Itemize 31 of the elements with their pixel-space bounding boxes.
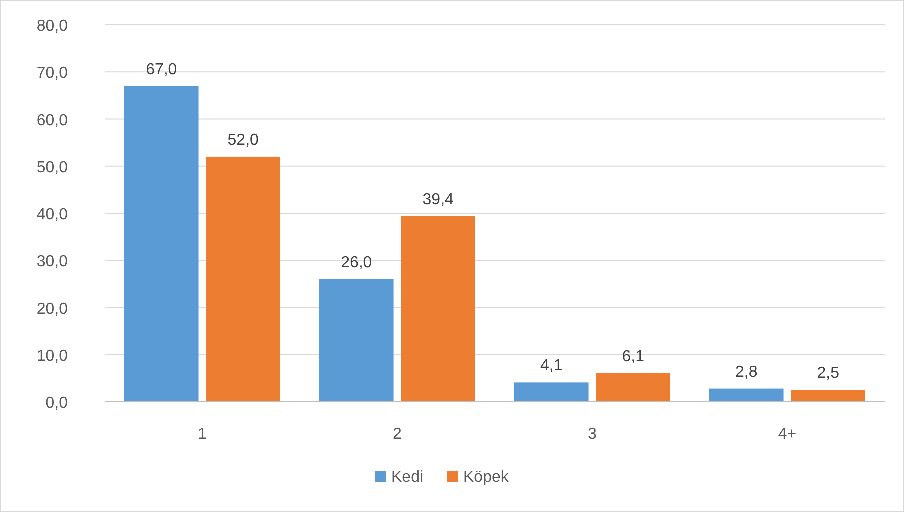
- x-tick-label: 4+: [778, 426, 797, 443]
- x-tick-label: 1: [198, 426, 208, 443]
- legend-label: Köpek: [464, 469, 510, 486]
- bar: [514, 382, 589, 402]
- y-tick-label: 60,0: [36, 112, 68, 130]
- data-label: 2,5: [817, 365, 840, 382]
- data-label: 67,0: [146, 61, 178, 78]
- y-tick-label: 0,0: [46, 395, 68, 412]
- bar: [791, 390, 866, 402]
- x-tick-label: 3: [588, 426, 598, 443]
- data-label: 6,1: [622, 348, 645, 366]
- bar: [320, 279, 394, 402]
- bar: [710, 388, 784, 402]
- y-tick-label: 40,0: [36, 206, 68, 224]
- x-tick-label: 2: [393, 426, 402, 443]
- bar: [596, 373, 670, 402]
- data-label: 2,8: [736, 364, 758, 381]
- y-tick-label: 10,0: [36, 348, 68, 365]
- data-label: 39,4: [422, 191, 454, 208]
- data-label: 52,0: [228, 132, 260, 149]
- y-tick-label: 70,0: [36, 65, 68, 82]
- legend-label: Kedi: [392, 469, 424, 486]
- y-tick-label: 30,0: [36, 254, 68, 271]
- y-tick-label: 20,0: [36, 300, 68, 318]
- data-label: 4,1: [540, 358, 563, 375]
- bar: [206, 156, 280, 402]
- y-tick-label: 80,0: [36, 18, 68, 35]
- bar: [401, 216, 476, 402]
- data-label: 26,0: [341, 254, 372, 272]
- bar: [124, 86, 199, 402]
- y-tick-label: 50,0: [36, 159, 68, 176]
